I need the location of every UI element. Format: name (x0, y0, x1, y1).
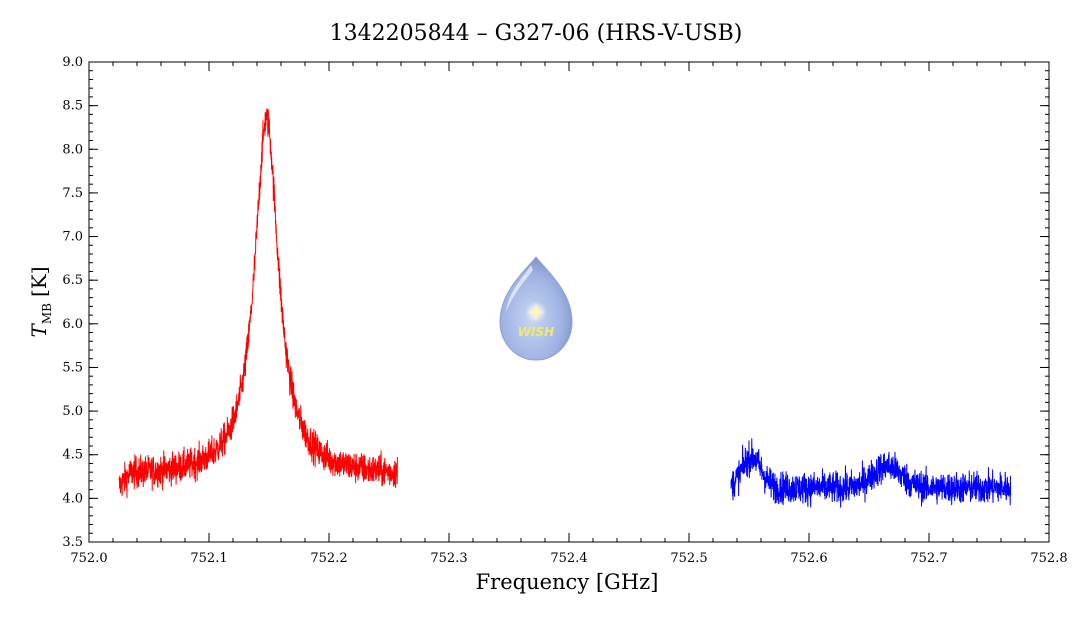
y-label-unit: [K] (27, 267, 51, 298)
x-axis-label: Frequency [GHz] (476, 570, 659, 594)
y-tick-label: 4.5 (62, 448, 83, 463)
x-tick-label: 752.2 (310, 551, 347, 566)
wish-drop-highlight (506, 265, 533, 312)
series-line-blue (730, 438, 1012, 508)
x-tick-label: 752.8 (1030, 551, 1067, 566)
series-line-red (118, 108, 398, 498)
y-axis-label: TMB [K] (27, 267, 54, 338)
y-tick-label: 6.0 (62, 317, 83, 332)
wish-star-icon (527, 303, 545, 321)
x-tick-label: 752.3 (430, 551, 467, 566)
x-axis: 752.0 752.1 752.2 752.3 752.4 752.5 752.6 752.7… (70, 62, 1068, 566)
wish-logo-text: WISH (518, 325, 554, 339)
wish-logo: WISH (499, 256, 573, 361)
y-tick-label: 9.0 (62, 55, 83, 70)
y-tick-label: 4.0 (62, 491, 83, 506)
y-label-main: T (27, 323, 51, 338)
series-group (118, 108, 1012, 508)
y-tick-label: 7.5 (62, 186, 83, 201)
y-tick-label: 5.0 (62, 404, 83, 419)
y-tick-label: 8.5 (62, 99, 83, 114)
x-tick-label: 752.5 (670, 551, 707, 566)
y-axis: 3.5 4.0 4.5 5.0 5.5 6.0 6.5 7.0 7.5 8.0 8.5 9.0 (62, 55, 1049, 550)
x-tick-label: 752.4 (550, 551, 587, 566)
y-tick-label: 3.5 (62, 535, 83, 550)
y-label-sub: MB (40, 303, 54, 324)
chart-title: 1342205844 – G327-06 (HRS-V-USB) (330, 21, 743, 46)
y-tick-label: 7.0 (62, 230, 83, 245)
x-tick-label: 752.6 (790, 551, 827, 566)
x-tick-label: 752.7 (910, 551, 947, 566)
svg-text:TMB[K]: TMB [K] (27, 267, 54, 338)
y-tick-label: 8.0 (62, 142, 83, 157)
y-tick-label: 5.5 (62, 360, 83, 375)
x-tick-label: 752.1 (190, 551, 227, 566)
x-tick-label: 752.0 (70, 551, 107, 566)
y-tick-label: 6.5 (62, 273, 83, 288)
